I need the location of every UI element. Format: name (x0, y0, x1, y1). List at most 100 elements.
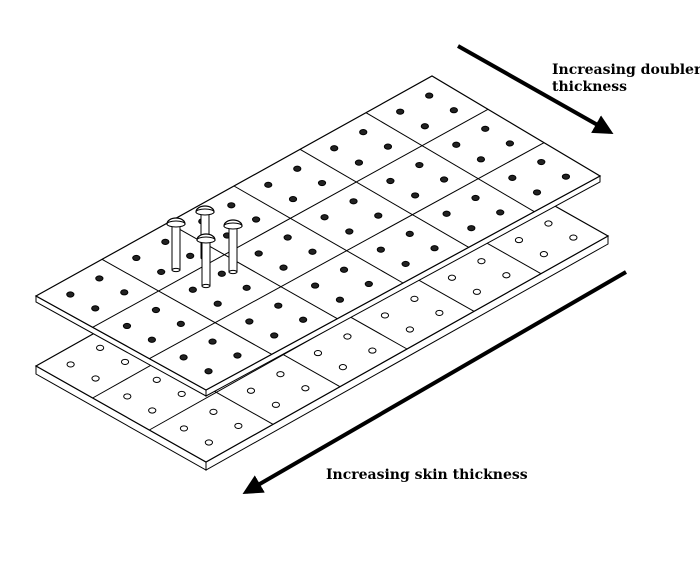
fastener-tail (171, 267, 181, 273)
doubler-hole (405, 230, 414, 237)
skin-hole (148, 407, 157, 414)
skin-hole (209, 408, 218, 415)
doubler-thickness-arrow (457, 44, 614, 134)
doubler-hole (374, 212, 383, 219)
skin-thickness-arrow (242, 270, 628, 495)
skin-hole (477, 258, 486, 265)
doubler-hole (345, 228, 354, 235)
doubler-grid-line (167, 222, 338, 320)
doubler-hole (120, 289, 129, 296)
fastener-shank (201, 239, 211, 287)
skin-hole (380, 312, 390, 319)
doubler-hole (213, 300, 222, 307)
skin-hole (544, 220, 553, 227)
doubler-hole (505, 140, 514, 147)
skin-hole (177, 390, 186, 398)
doubler-hole (508, 174, 517, 181)
skin-hole (338, 364, 347, 371)
doubler-hole (274, 302, 283, 309)
doubler-hole (561, 173, 571, 180)
doubler-hole (349, 198, 358, 205)
doubler-hole (161, 238, 170, 245)
skin-hole (539, 251, 548, 258)
doubler-hole (151, 306, 161, 314)
fastener-head-rim (196, 236, 216, 244)
skin-hole (96, 344, 105, 351)
doubler-hole (252, 216, 261, 223)
skin-hole (271, 401, 280, 408)
doubler-hole (293, 165, 302, 172)
doubler-hole (147, 336, 156, 343)
doubler-hole (339, 266, 349, 273)
skin-label: Increasing skin thickness (326, 467, 528, 483)
doubler-hole (471, 194, 480, 202)
skin-hole (179, 425, 189, 432)
doubler-label-line2: thickness (552, 79, 628, 95)
fastener-head-rim (195, 208, 215, 216)
doubler-hole (186, 252, 195, 260)
doubler-hole (320, 214, 329, 221)
doubler-hole (179, 354, 188, 361)
doubler-hole (157, 268, 166, 276)
skin-hole (435, 309, 444, 317)
doubler-hole (496, 209, 505, 216)
doubler-hole (317, 179, 327, 187)
skin-hole (502, 272, 511, 279)
doubler-hole (481, 125, 490, 132)
doubler-hole (311, 282, 320, 289)
doubler-hole (396, 108, 405, 115)
doubler-hole (420, 123, 429, 130)
skin-hole (301, 385, 310, 392)
doubler-hole (242, 284, 251, 291)
doubler-hole (176, 320, 185, 328)
doubler-hole (335, 296, 345, 303)
doubler-hole (279, 264, 288, 271)
doubler-hole (425, 92, 434, 99)
fastener-shank (171, 223, 181, 271)
doubler-hole (330, 145, 339, 152)
doubler-label-line1: Increasing doubler (552, 62, 700, 78)
doubler-grid-line (299, 148, 469, 248)
doubler-hole (308, 248, 317, 255)
skin-hole (447, 274, 457, 281)
doubler-hole (439, 176, 449, 183)
doubler-hole (204, 368, 213, 375)
skin-hole (343, 333, 352, 340)
doubler-hole (411, 192, 420, 199)
doubler-hole (476, 156, 486, 163)
doubler-hole (359, 129, 368, 136)
skin-hole (246, 387, 256, 394)
doubler-hole (264, 181, 273, 188)
doubler-hole (188, 286, 197, 293)
skin-hole (152, 376, 161, 383)
skin-hole (405, 326, 414, 333)
doubler-hole (532, 189, 542, 196)
fastener-group (166, 205, 243, 289)
doubler-hole (354, 159, 364, 166)
doubler-hole (254, 250, 263, 257)
doubler-hole (208, 338, 217, 345)
skin-hole (368, 347, 377, 354)
doubler-hole (233, 352, 242, 359)
doubler-hole (537, 158, 546, 166)
doubler-hole (227, 202, 236, 209)
doubler-hole (364, 280, 373, 288)
doubler-hole (245, 318, 254, 325)
doubler-hole (401, 260, 410, 268)
doubler-grid-line (101, 258, 272, 355)
skin-hole (120, 358, 130, 366)
doubler-hole (386, 177, 395, 185)
skin-hole (66, 361, 75, 368)
doubler-grid-line (365, 112, 535, 213)
doubler-hole (66, 291, 75, 298)
doubler-hole (91, 305, 100, 312)
doubler-hole (383, 143, 393, 150)
doubler-hole (288, 195, 298, 203)
fastener-head-rim (223, 222, 243, 230)
doubler-hole (449, 107, 458, 114)
skin-hole (91, 375, 100, 382)
skin-hole (123, 393, 132, 400)
doubler-hole (415, 161, 424, 169)
